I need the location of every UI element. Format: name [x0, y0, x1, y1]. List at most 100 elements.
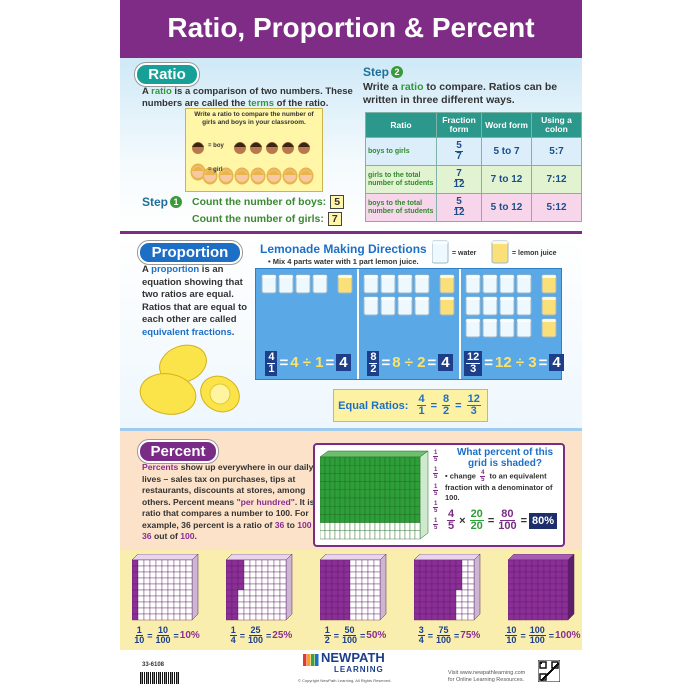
grid-cell: [337, 559, 345, 567]
qr-finder: [539, 661, 547, 669]
grid-cell: [359, 465, 366, 474]
barcode-bar: [156, 672, 157, 684]
glass-rim: [415, 275, 429, 278]
grid-cell: [537, 601, 545, 609]
grid-cell: [367, 583, 375, 591]
grid-cell: [379, 481, 386, 490]
numerator: 7: [455, 168, 463, 180]
grid-cell: [374, 522, 381, 531]
grid-cell: [425, 577, 433, 585]
numerator: 25: [249, 625, 262, 636]
grid-cell: [173, 607, 181, 615]
equals: =: [487, 514, 495, 527]
text-segment: out of: [151, 531, 181, 541]
qr-dot: [547, 673, 549, 675]
fraction: 5 12: [453, 197, 464, 218]
grid-cell: [513, 589, 521, 597]
grid-cell: [367, 571, 375, 579]
barcode-bar: [144, 672, 145, 684]
grid-cell: [367, 589, 375, 597]
grid-cell: [249, 601, 257, 609]
grid-cell: [409, 489, 416, 499]
grid-cell: [513, 613, 521, 621]
grid-cell: [369, 481, 376, 490]
example-equation: 1 10 = 10 100 = 10%: [120, 626, 212, 645]
grid-cell: [549, 601, 557, 609]
word-cell: 7 to 12: [481, 165, 532, 194]
highlight-word: ratio: [400, 81, 424, 93]
glasses: [261, 269, 557, 379]
colon-cell: 7:12: [531, 165, 582, 194]
grid-cell: [354, 465, 361, 474]
equation: 4 1 = 4 ÷ 1 = 4: [258, 351, 356, 376]
grid-cell: [344, 473, 351, 482]
grid-cell: [431, 595, 439, 603]
grid-cell: [513, 607, 521, 615]
grid-cell: [320, 497, 326, 507]
glass-rim: [415, 297, 429, 300]
grid-cell: [261, 565, 269, 573]
grid-cell: [367, 595, 375, 603]
grid-cell: [261, 595, 269, 603]
grid-cell: [525, 607, 533, 615]
count-value: 7: [327, 212, 342, 226]
grid-cell: [384, 522, 391, 531]
grid-cell: [425, 607, 433, 615]
grid-cell: [561, 583, 569, 591]
equal-ratios-label: Equal Ratios:: [338, 399, 409, 412]
numerator: 4: [480, 470, 486, 477]
grid-cell: [325, 565, 333, 573]
text-segment: to: [284, 519, 298, 530]
count-text: Count the number of boys:: [192, 196, 327, 208]
glass-rim: [440, 297, 454, 300]
grid-cell: [132, 559, 139, 567]
grid-cell: [226, 589, 233, 597]
highlight-word: 36: [274, 519, 285, 530]
grid-cell: [320, 481, 326, 490]
grid-cell: [354, 481, 361, 490]
grid-cell: [364, 522, 371, 531]
grid-cell: [373, 571, 381, 579]
grid-cell: [364, 456, 371, 466]
grid-cell: [334, 506, 341, 515]
grid-cell: [324, 522, 331, 531]
grid-cell: [467, 601, 475, 609]
grid-cell: [555, 583, 563, 591]
grid-cell: [437, 613, 445, 621]
grid-cell: [167, 565, 175, 573]
grid-cell: [508, 613, 515, 621]
grid-cell: [449, 595, 457, 603]
highlight-word: 100: [297, 519, 312, 530]
glass-rim: [542, 319, 556, 322]
grid-cell: [361, 559, 369, 567]
grid-cell: [374, 506, 381, 515]
grid-cell: [549, 583, 557, 591]
grid-cell: [414, 522, 421, 531]
grid-cell: [519, 601, 527, 609]
example-equation: 1 2 = 50 100 = 50%: [308, 626, 400, 645]
logo-bar: [315, 654, 319, 666]
text-segment: Write a: [363, 81, 401, 93]
grid-cell: [149, 565, 157, 573]
grid-cell: [414, 583, 421, 591]
grid-cell: [320, 522, 326, 531]
grid-cell: [329, 489, 336, 499]
grid-cell: [354, 489, 361, 499]
grid-cell: [364, 497, 371, 507]
grid-cell: [367, 601, 375, 609]
grid-top: [320, 450, 429, 458]
grid-cell: [185, 589, 193, 597]
step-number: 1: [170, 196, 183, 208]
header-cell: Ratio: [365, 112, 437, 138]
grid-cell: [425, 565, 433, 573]
grid-cell: [231, 583, 239, 591]
grid-cell: [279, 589, 287, 597]
grid-cell: [132, 613, 139, 621]
grid-cell: [249, 607, 257, 615]
grid-cell: [508, 571, 515, 579]
grid-cell: [349, 522, 356, 531]
grid-cell: [167, 601, 175, 609]
